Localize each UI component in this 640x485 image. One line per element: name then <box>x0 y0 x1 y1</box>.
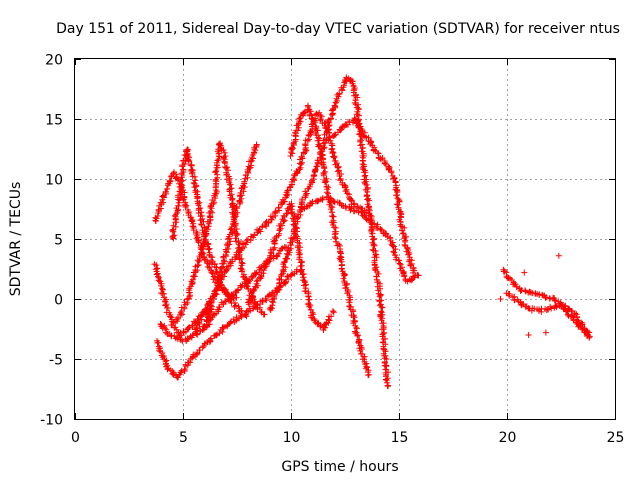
chart-title: Day 151 of 2011, Sidereal Day-to-day VTE… <box>56 21 620 37</box>
data-point-markers <box>189 109 372 339</box>
data-track <box>287 102 372 379</box>
data-point-markers <box>245 200 337 333</box>
y-tick-label: -5 <box>49 353 63 369</box>
data-track <box>503 290 593 341</box>
y-tick-label: 20 <box>45 53 63 69</box>
data-track <box>267 74 392 390</box>
data-track <box>330 115 422 280</box>
y-tick-label: 5 <box>54 233 63 249</box>
y-tick-label: 0 <box>54 293 63 309</box>
data-point-markers <box>330 115 422 280</box>
x-tick-label: 25 <box>607 430 625 446</box>
data-point-markers <box>154 266 305 381</box>
data-point-markers <box>503 290 593 341</box>
data-track <box>245 200 337 333</box>
x-axis-label: GPS time / hours <box>281 459 398 475</box>
data-point-markers <box>151 261 215 339</box>
x-tick-label: 15 <box>391 430 409 446</box>
data-point <box>525 332 532 338</box>
x-tick-label: 0 <box>71 430 80 446</box>
x-tick-label: 10 <box>283 430 301 446</box>
x-tick-label: 5 <box>179 430 188 446</box>
plot-border <box>74 58 616 420</box>
data-point <box>555 252 562 259</box>
data-track <box>151 261 215 339</box>
data-point <box>521 269 528 276</box>
data-point-markers <box>172 140 268 325</box>
data-track <box>154 266 305 381</box>
data-track <box>172 140 268 325</box>
data-track <box>298 193 418 285</box>
grid-lines <box>75 59 615 419</box>
plot-area <box>151 74 593 390</box>
axis-tick-labels: 0 5 10 15 20 25 -10 -5 0 5 10 15 20 <box>40 53 624 447</box>
data-point <box>542 329 549 336</box>
y-tick-label: 10 <box>45 173 63 189</box>
y-tick-label: 15 <box>45 113 63 129</box>
data-point-markers <box>287 102 372 379</box>
axis-ticks <box>75 59 616 420</box>
data-point-markers <box>267 74 392 390</box>
y-axis-label: SDTVAR / TECUs <box>8 182 24 297</box>
x-tick-label: 20 <box>499 430 517 446</box>
data-point-markers <box>298 193 418 285</box>
data-point <box>497 296 504 302</box>
y-tick-label: -10 <box>40 413 63 429</box>
data-track <box>189 109 372 339</box>
